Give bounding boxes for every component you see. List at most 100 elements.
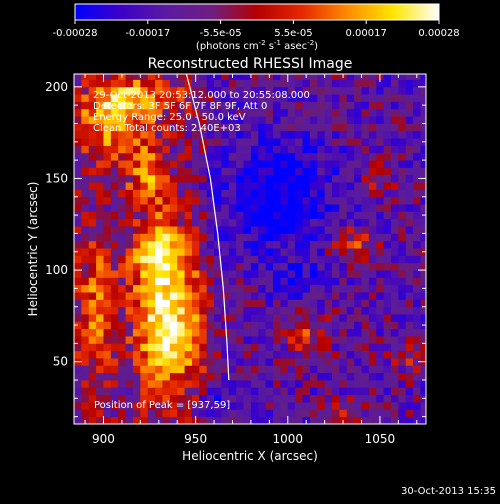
heatmap-cell: [96, 101, 104, 110]
heatmap-cell: [368, 152, 377, 161]
heatmap-cell: [184, 74, 193, 80]
heatmap-cell: [140, 270, 149, 278]
heatmap-cell: [132, 270, 141, 278]
heatmap-cell: [287, 240, 296, 249]
heatmap-cell: [390, 123, 399, 132]
heatmap-cell: [265, 343, 274, 352]
heatmap-cell: [295, 409, 303, 418]
heatmap-cell: [332, 123, 340, 132]
heatmap-cell: [346, 108, 355, 117]
heatmap-cell: [110, 233, 119, 242]
heatmap-cell: [368, 101, 377, 110]
heatmap-cell: [118, 130, 126, 139]
heatmap-cell: [309, 270, 318, 278]
heatmap-cell: [354, 116, 362, 124]
heatmap-cell: [110, 365, 119, 374]
heatmap-cell: [243, 94, 252, 102]
heatmap-cell: [103, 270, 112, 278]
heatmap-cell: [243, 152, 252, 161]
heatmap-cell: [118, 182, 126, 190]
heatmap-cell: [287, 270, 296, 278]
heatmap-cell: [169, 292, 178, 300]
heatmap-cell: [191, 292, 200, 300]
heatmap-cell: [354, 416, 362, 424]
heatmap-cell: [346, 365, 355, 374]
heatmap-cell: [280, 416, 289, 424]
heatmap-cell: [405, 409, 414, 418]
heatmap-cell: [383, 336, 392, 344]
heatmap-cell: [346, 174, 355, 183]
heatmap-cell: [228, 108, 237, 117]
heatmap-cell: [118, 160, 126, 168]
heatmap-cell: [265, 358, 274, 366]
heatmap-cell: [199, 211, 208, 220]
heatmap-cell: [361, 394, 370, 403]
heatmap-cell: [376, 328, 385, 337]
heatmap-cell: [103, 138, 112, 146]
heatmap-cell: [258, 328, 267, 337]
heatmap-cell: [280, 160, 289, 168]
y-axis-label: Heliocentric Y (arcsec): [26, 182, 40, 317]
heatmap-cell: [214, 145, 222, 154]
heatmap-cell: [155, 218, 163, 227]
heatmap-cell: [140, 167, 149, 176]
heatmap-cell: [302, 292, 311, 300]
heatmap-cell: [361, 343, 370, 352]
heatmap-cell: [243, 372, 252, 381]
heatmap-cell: [383, 284, 392, 293]
heatmap-cell: [132, 365, 141, 374]
heatmap-cell: [118, 343, 126, 352]
heatmap-cell: [273, 372, 281, 381]
heatmap-cell: [132, 167, 141, 176]
heatmap-cell: [295, 358, 303, 366]
heatmap-cell: [74, 343, 82, 352]
heatmap-cell: [265, 130, 274, 139]
heatmap-cell: [361, 314, 370, 322]
heatmap-cell: [317, 196, 326, 205]
heatmap-cell: [405, 189, 414, 198]
heatmap-cell: [228, 211, 237, 220]
heatmap-cell: [383, 255, 392, 264]
heatmap-cell: [332, 211, 340, 220]
heatmap-cell: [258, 174, 267, 183]
heatmap-cell: [332, 306, 340, 315]
heatmap-cell: [147, 196, 156, 205]
heatmap-cell: [132, 277, 141, 286]
heatmap-cell: [228, 174, 237, 183]
heatmap-cell: [243, 350, 252, 359]
heatmap-cell: [383, 299, 392, 308]
heatmap-cell: [302, 130, 311, 139]
heatmap-cell: [405, 321, 414, 330]
heatmap-cell: [376, 138, 385, 146]
heatmap-cell: [103, 130, 112, 139]
heatmap-cell: [236, 174, 244, 183]
heatmap-cell: [346, 196, 355, 205]
heatmap-cell: [236, 130, 244, 139]
heatmap-cell: [96, 306, 104, 315]
heatmap-cell: [317, 262, 326, 271]
heatmap-cell: [376, 152, 385, 161]
heatmap-cell: [184, 416, 193, 424]
heatmap-cell: [147, 79, 156, 88]
colorbar-ticks: -0.00028 -0.00017 -5.5e-05 5.5e-05 0.00017 0.…: [53, 20, 460, 39]
heatmap-cell: [155, 116, 163, 124]
heatmap-cell: [302, 226, 311, 234]
heatmap-cell: [376, 409, 385, 418]
heatmap-cell: [118, 306, 126, 315]
heatmap-cell: [317, 409, 326, 418]
heatmap-cell: [155, 299, 163, 308]
heatmap-cell: [309, 233, 318, 242]
heatmap-cell: [361, 196, 370, 205]
heatmap-cell: [81, 248, 90, 256]
heatmap-cell: [354, 218, 362, 227]
heatmap-cell: [132, 233, 141, 242]
heatmap-cell: [405, 402, 414, 410]
heatmap-cell: [273, 292, 281, 300]
heatmap-cell: [206, 416, 215, 424]
heatmap-cell: [110, 138, 119, 146]
heatmap-cell: [332, 402, 340, 410]
heatmap-cell: [228, 240, 237, 249]
heatmap-cell: [265, 218, 274, 227]
heatmap-cell: [81, 123, 90, 132]
heatmap-cell: [147, 365, 156, 374]
